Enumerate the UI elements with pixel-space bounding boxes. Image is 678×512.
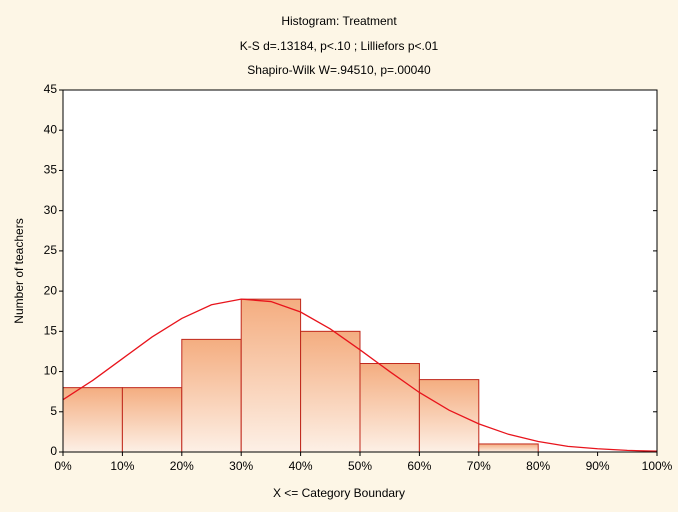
y-tick-label: 20 xyxy=(44,283,58,297)
fit-curve xyxy=(62,298,658,452)
y-tick-label: 5 xyxy=(50,404,57,418)
bar xyxy=(181,338,242,453)
y-tick-label: 35 xyxy=(44,163,58,177)
x-tick-label: 90% xyxy=(586,459,610,473)
bar xyxy=(478,443,539,453)
y-tick-label: 0 xyxy=(50,444,57,458)
bar xyxy=(121,387,183,453)
x-tick-label: 0% xyxy=(54,459,72,473)
bar xyxy=(62,387,123,453)
chart-subtitle: Shapiro-Wilk W=.94510, p=.00040 xyxy=(247,63,431,77)
x-tick-label: 40% xyxy=(289,459,313,473)
bar xyxy=(418,379,480,453)
x-tick-label: 50% xyxy=(348,459,372,473)
x-axis-label: X <= Category Boundary xyxy=(273,486,405,500)
x-tick-label: 70% xyxy=(467,459,491,473)
x-tick-label: 100% xyxy=(642,459,673,473)
y-tick-label: 30 xyxy=(44,203,58,217)
x-tick-label: 20% xyxy=(170,459,194,473)
x-tick-label: 60% xyxy=(407,459,431,473)
y-axis-label: Number of teachers xyxy=(12,218,26,323)
x-tick-label: 10% xyxy=(110,459,134,473)
bar xyxy=(240,298,302,453)
chart-subtitle: K-S d=.13184, p<.10 ; Lilliefors p<.01 xyxy=(240,39,439,53)
x-tick-label: 80% xyxy=(526,459,550,473)
x-tick-label: 30% xyxy=(229,459,253,473)
chart-title: Histogram: Treatment xyxy=(281,14,397,28)
y-tick-label: 10 xyxy=(44,364,58,378)
y-tick-label: 45 xyxy=(44,82,58,96)
y-tick-label: 15 xyxy=(44,324,58,338)
y-tick-label: 25 xyxy=(44,243,58,257)
bar xyxy=(359,363,420,453)
bar xyxy=(300,330,361,453)
y-tick-label: 40 xyxy=(44,122,58,136)
